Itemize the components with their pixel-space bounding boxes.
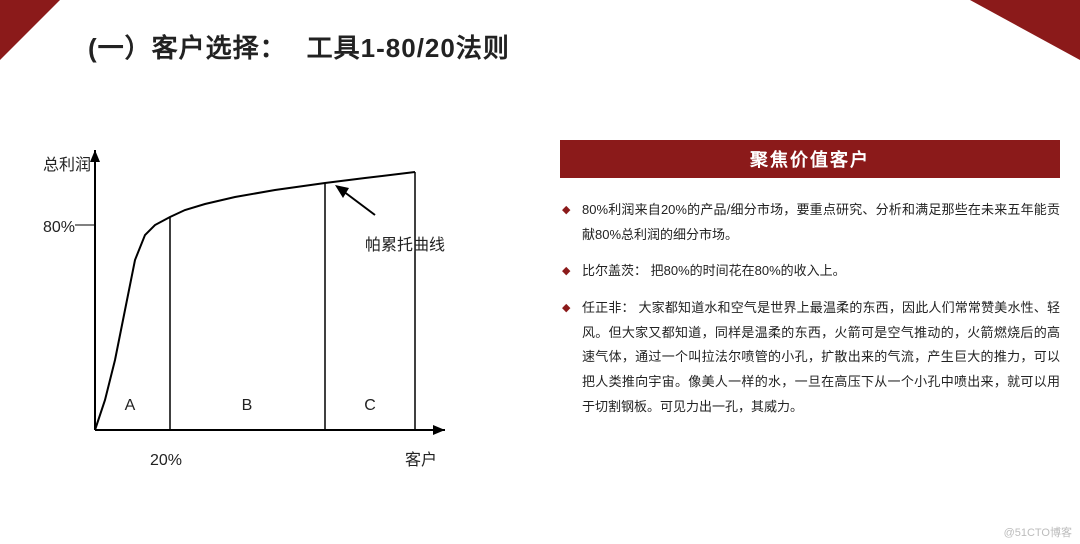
x-axis-arrowhead bbox=[433, 425, 445, 435]
title-part-2: 工具1-80/20法则 bbox=[307, 33, 510, 63]
bullet-item: 比尔盖茨： 把80%的时间花在80%的收入上。 bbox=[560, 259, 1060, 284]
y-axis-label: 总利润 bbox=[43, 156, 91, 174]
right-column: 聚焦价值客户 80%利润来自20%的产品/细分市场，要重点研究、分析和满足那些在… bbox=[560, 140, 1060, 432]
title-part-1: (一）客户选择： bbox=[88, 33, 287, 63]
corner-decoration-top-left bbox=[0, 0, 60, 60]
region-label-a: A bbox=[125, 397, 136, 414]
pareto-chart-svg: A B C 总利润 80% 20% 客户 帕累托曲线 bbox=[25, 150, 485, 510]
y-axis-arrowhead bbox=[90, 150, 100, 162]
curve-label-text: 帕累托曲线 bbox=[365, 236, 445, 254]
section-banner: 聚焦价值客户 bbox=[560, 140, 1060, 178]
pareto-chart: A B C 总利润 80% 20% 客户 帕累托曲线 bbox=[25, 150, 475, 510]
region-label-b: B bbox=[242, 397, 253, 414]
pareto-curve bbox=[95, 172, 415, 430]
bullet-list: 80%利润来自20%的产品/细分市场，要重点研究、分析和满足那些在未来五年能贡献… bbox=[560, 198, 1060, 420]
bullet-item: 任正非： 大家都知道水和空气是世界上最温柔的东西，因此人们常常赞美水性、轻风。但… bbox=[560, 296, 1060, 419]
region-label-c: C bbox=[364, 397, 376, 414]
y-tick-label: 80% bbox=[43, 219, 75, 236]
x-axis-label: 客户 bbox=[405, 451, 437, 469]
bullet-item: 80%利润来自20%的产品/细分市场，要重点研究、分析和满足那些在未来五年能贡献… bbox=[560, 198, 1060, 247]
watermark: @51CTO博客 bbox=[1004, 524, 1072, 540]
curve-pointer-arrowhead bbox=[335, 185, 349, 198]
curve-label: 帕累托曲线 bbox=[365, 236, 445, 254]
slide-title: (一）客户选择： 工具1-80/20法则 bbox=[88, 28, 510, 65]
x-tick-label: 20% bbox=[150, 452, 182, 469]
corner-decoration-top-right bbox=[970, 0, 1080, 60]
